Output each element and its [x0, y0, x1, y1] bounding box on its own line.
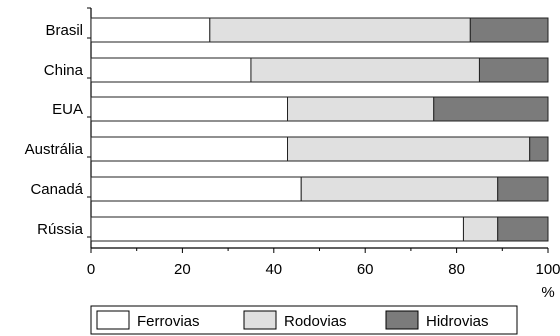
x-tick-label: 0 [87, 261, 95, 278]
bar-segment-hidrovias [478, 57, 549, 83]
legend-swatch-hidrovias [385, 310, 419, 330]
bar-segment-rodovias [462, 216, 499, 242]
bar-segment-rodovias [300, 176, 499, 202]
chart-axes [87, 7, 549, 253]
bar-segment-rodovias [209, 17, 471, 43]
category-label: China [44, 62, 84, 79]
bar-segment-hidrovias [497, 216, 549, 242]
legend-label-rodovias: Rodovias [284, 313, 347, 330]
bar-segment-ferrovias [90, 17, 211, 43]
category-labels: Brasil China EUA Austrália Canadá Rússia [25, 22, 84, 238]
bar-segment-ferrovias [90, 176, 302, 202]
category-label: Brasil [45, 22, 83, 39]
category-label: EUA [52, 101, 83, 118]
bar-segment-hidrovias [529, 136, 549, 162]
x-tick-label: 60 [357, 261, 374, 278]
bar-segment-ferrovias [90, 216, 464, 242]
x-tick-label: 80 [448, 261, 465, 278]
x-tick-label: 40 [265, 261, 282, 278]
legend-label-hidrovias: Hidrovias [426, 313, 489, 330]
category-label: Rússia [37, 221, 84, 238]
category-label: Austrália [25, 141, 84, 158]
bar-segment-ferrovias [90, 57, 252, 83]
bar-segment-ferrovias [90, 96, 289, 122]
x-tick-labels: 0 20 40 60 80 100 [87, 261, 560, 278]
category-label: Canadá [30, 181, 83, 198]
x-tick-label: 100 [535, 261, 560, 278]
bar-segment-rodovias [250, 57, 480, 83]
legend-label-ferrovias: Ferrovias [137, 313, 200, 330]
bar-segment-hidrovias [497, 176, 549, 202]
x-tick-label: 20 [174, 261, 191, 278]
bar-segment-rodovias [287, 96, 435, 122]
legend-box [90, 305, 518, 335]
legend: Ferrovias Rodovias Hidrovias [90, 305, 518, 335]
x-axis-unit: % [541, 284, 554, 301]
bar-segment-hidrovias [469, 17, 549, 43]
legend-swatch-ferrovias [96, 310, 130, 330]
bar-segment-rodovias [287, 136, 531, 162]
chart-bars [90, 17, 549, 242]
bar-segment-hidrovias [433, 96, 549, 122]
legend-swatch-rodovias [243, 310, 277, 330]
bar-segment-ferrovias [90, 136, 289, 162]
